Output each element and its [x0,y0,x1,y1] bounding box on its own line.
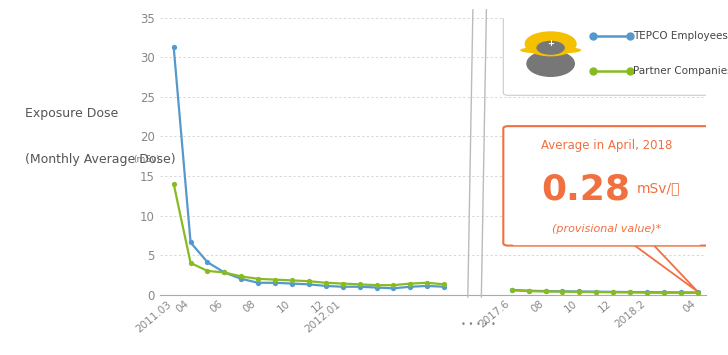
Text: mSv/月: mSv/月 [637,181,681,195]
Text: TEPCO Employees: TEPCO Employees [633,31,728,41]
Bar [513,240,700,244]
Ellipse shape [527,51,574,76]
FancyBboxPatch shape [503,11,710,95]
Text: (mSv): (mSv) [133,155,160,164]
Text: Average in April, 2018: Average in April, 2018 [541,140,672,152]
Text: • • • • •: • • • • • [461,320,495,329]
Text: (Monthly Average Dose): (Monthly Average Dose) [25,153,176,166]
Text: Exposure Dose: Exposure Dose [25,107,119,120]
Text: 0.28: 0.28 [542,173,630,207]
Circle shape [526,32,576,56]
FancyBboxPatch shape [503,126,710,246]
Text: (provisional value)*: (provisional value)* [552,224,661,234]
Text: Partner Companies: Partner Companies [633,66,728,76]
Text: +: + [547,39,554,48]
Circle shape [537,42,564,54]
Polygon shape [632,243,697,292]
Ellipse shape [521,48,580,53]
